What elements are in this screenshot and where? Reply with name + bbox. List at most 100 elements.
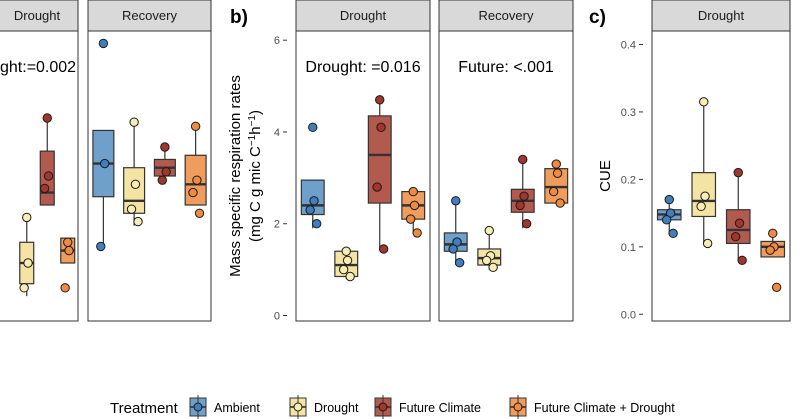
- data-point: [515, 200, 525, 211]
- facet-plot-area: [295, 30, 431, 322]
- legend-key-point: [378, 402, 388, 412]
- data-point: [733, 167, 743, 178]
- unit-part: (mg C g mic C: [247, 146, 264, 242]
- box-drought: [19, 212, 35, 297]
- box-ambient: [300, 122, 325, 229]
- data-point: [452, 237, 462, 247]
- unit-superscript: −1: [247, 134, 258, 146]
- y-axis-unit: (mg C g mic C−1h−1): [247, 110, 265, 242]
- data-point: [19, 283, 29, 293]
- data-point: [702, 238, 713, 249]
- data-point: [521, 219, 532, 229]
- data-point: [454, 258, 465, 268]
- data-point: [188, 187, 198, 198]
- data-point: [342, 255, 353, 266]
- data-point: [737, 255, 747, 266]
- facet-drought: Drought: [651, 0, 791, 322]
- y-axis-title: CUE: [597, 160, 614, 192]
- data-point: [190, 121, 201, 131]
- legend-label: Ambient: [214, 401, 260, 415]
- box-future-climate: [39, 113, 55, 206]
- box-future-climate: [510, 154, 535, 229]
- data-point: [126, 204, 137, 214]
- y-tick-label: 0.0: [621, 309, 636, 321]
- legend-label: Future Climate + Drought: [534, 401, 675, 415]
- data-point: [133, 216, 143, 227]
- data-point: [341, 246, 351, 256]
- data-point: [192, 175, 202, 185]
- box-future-climate-drought: [401, 186, 426, 238]
- data-point: [64, 245, 74, 256]
- data-point: [771, 282, 782, 292]
- y-tick-label: 0.1: [621, 242, 636, 254]
- legend-key-point: [193, 402, 203, 412]
- data-point: [552, 168, 563, 178]
- legend-item: Drought: [289, 395, 359, 419]
- significance-annotation: Drought: =0.016: [305, 59, 420, 76]
- data-point: [551, 159, 561, 169]
- y-tick-label: 4: [274, 127, 280, 139]
- data-point: [63, 237, 73, 247]
- data-point: [730, 231, 741, 242]
- facet-title: Drought: [698, 8, 745, 23]
- chart-panels: Drought ght:=0.002 Recovery b) 0 2 4 6 Mass spec…: [0, 0, 791, 322]
- panel-3: c) 0.0 0.1 0.2 0.3 0.4 CUE Drought: [589, 0, 791, 322]
- y-tick-label: 0.2: [621, 174, 636, 186]
- data-point: [668, 228, 678, 239]
- data-point: [408, 186, 418, 197]
- unit-superscript: −1: [247, 115, 258, 127]
- data-point: [60, 283, 70, 293]
- legend-label: Drought: [314, 401, 359, 415]
- panel-label: b): [230, 7, 248, 28]
- data-point: [451, 196, 461, 206]
- data-point: [372, 182, 382, 192]
- data-point: [161, 167, 171, 177]
- data-point: [23, 258, 33, 268]
- y-tick-label: 0.3: [621, 107, 636, 119]
- box-future-climate-drought: [760, 228, 786, 292]
- data-point: [157, 175, 167, 185]
- significance-annotation: ght:=0.002: [0, 59, 76, 76]
- data-point: [345, 271, 355, 282]
- box-future-climate-drought: [184, 121, 207, 218]
- box-drought: [334, 246, 359, 282]
- facet-strip: [438, 0, 574, 32]
- data-point: [338, 264, 349, 275]
- box-ambient: [92, 38, 115, 252]
- data-point: [160, 142, 170, 152]
- data-point: [39, 183, 50, 194]
- data-point: [405, 214, 416, 224]
- data-point: [768, 228, 778, 239]
- data-point: [412, 228, 422, 238]
- data-point: [194, 208, 205, 218]
- facet-plot-area: [0, 30, 79, 322]
- box-iqr: [367, 115, 392, 204]
- data-point: [99, 158, 110, 169]
- data-point: [519, 191, 529, 201]
- data-point: [488, 262, 498, 273]
- legend-item: Future Climate + Drought: [509, 395, 675, 419]
- facet-strip: [0, 0, 79, 32]
- facet-recovery: Recovery: [87, 0, 212, 322]
- data-point: [43, 171, 54, 181]
- y-tick-label: 0: [274, 310, 280, 322]
- data-point: [700, 191, 710, 201]
- y-tick-label: 6: [274, 35, 280, 47]
- box-future-climate-drought: [60, 237, 76, 293]
- data-point: [548, 186, 559, 197]
- data-point: [308, 122, 318, 133]
- box-ambient: [656, 194, 682, 239]
- legend-item: Ambient: [189, 395, 260, 419]
- panel-1: Drought ght:=0.002 Recovery: [0, 0, 212, 322]
- legend-key-point: [513, 402, 523, 412]
- data-point: [409, 200, 420, 211]
- data-point: [696, 201, 706, 212]
- data-point: [481, 255, 492, 266]
- facet-strip: [295, 0, 431, 32]
- y-axis-title: Mass specific respiration rates: [227, 75, 244, 277]
- facet-drought: Drought Drought: =0.016: [295, 0, 431, 322]
- legend-item: Future Climate: [374, 395, 481, 419]
- data-point: [130, 179, 141, 189]
- box-future-climate-drought: [544, 159, 569, 208]
- data-point: [309, 196, 319, 206]
